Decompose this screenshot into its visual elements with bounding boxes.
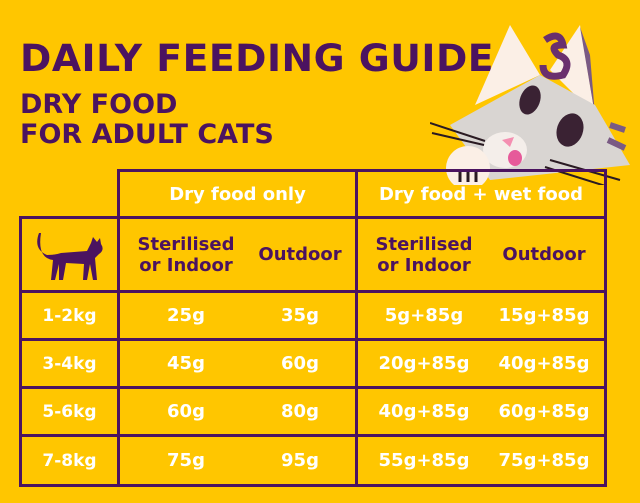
value-cell: 60g+85g	[498, 401, 590, 422]
weight-label: 3-4kg	[42, 353, 97, 374]
group-header-dry-only: Dry food only	[169, 183, 306, 205]
subtitle-line-1: DRY FOOD	[20, 89, 178, 120]
value-cell: 15g+85g	[498, 305, 590, 326]
value-cell: 60g	[167, 401, 205, 422]
value-cell: 55g+85g	[378, 450, 470, 471]
value-cell: 60g	[281, 353, 319, 374]
cat-mascot-illustration	[430, 25, 630, 185]
value-cell: 95g	[281, 450, 319, 471]
value-cell: 40g+85g	[378, 401, 470, 422]
value-cell: 80g	[281, 401, 319, 422]
value-cell: 25g	[167, 305, 205, 326]
value-cell: 75g+85g	[498, 450, 590, 471]
value-cell: 75g	[167, 450, 205, 471]
weight-label: 7-8kg	[42, 450, 97, 471]
group-header-dry-wet: Dry food + wet food	[378, 183, 584, 205]
subheader-outdoor-dry: Outdoor	[258, 244, 342, 265]
subheader-sterilised-dry: Sterilised or Indoor	[137, 233, 235, 276]
subtitle-line-2: FOR ADULT CATS	[20, 119, 274, 150]
value-cell: 5g+85g	[384, 305, 464, 326]
page-title: DAILY FEEDING GUIDE	[20, 37, 495, 80]
subheader-outdoor-wet: Outdoor	[502, 244, 586, 265]
value-cell: 35g	[281, 305, 319, 326]
weight-label: 5-6kg	[42, 401, 97, 422]
cat-silhouette-icon	[22, 219, 117, 290]
value-cell: 45g	[167, 353, 205, 374]
weight-label: 1-2kg	[42, 305, 97, 326]
value-cell: 20g+85g	[378, 353, 470, 374]
value-cell: 40g+85g	[498, 353, 590, 374]
subheader-sterilised-wet: Sterilised or Indoor	[375, 233, 473, 276]
subtitle: DRY FOOD FOR ADULT CATS	[20, 90, 274, 150]
